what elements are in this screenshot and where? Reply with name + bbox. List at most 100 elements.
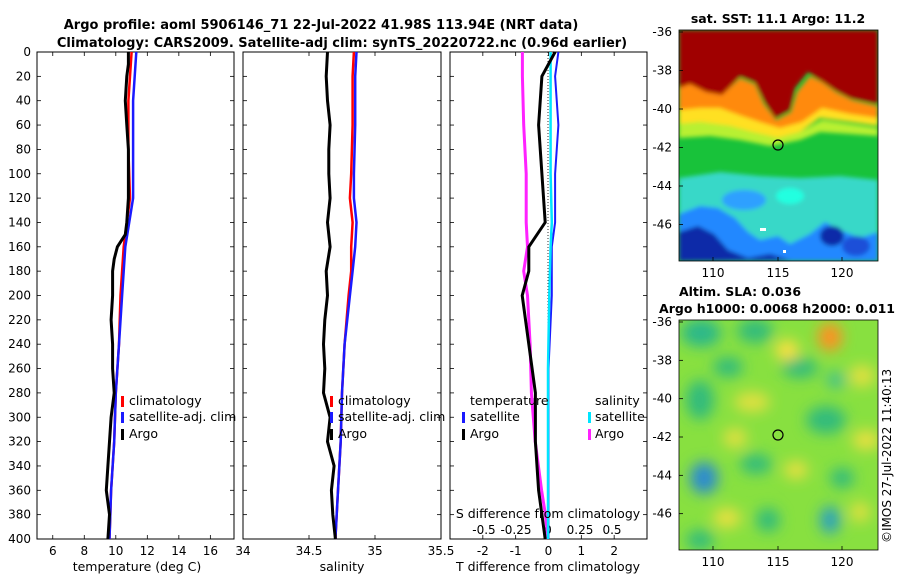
sla-lat-axis: -36 -38 -40 -42 -44 -46 <box>652 315 683 521</box>
depth-tick-label: 260 <box>8 362 31 376</box>
salinity-x-tick-label: 35.5 <box>428 544 455 558</box>
s-diff-satellite-line <box>546 52 554 539</box>
depth-tick-label: 120 <box>8 191 31 205</box>
depth-tick-label: 140 <box>8 215 31 229</box>
map-lat-tick-label: -44 <box>652 179 672 193</box>
t-difference-x-tick-label: 0 <box>545 544 553 558</box>
temperature-x-tick-label: 14 <box>171 544 186 558</box>
temperature-x-tick-label: 8 <box>80 544 88 558</box>
depth-tick-label: 320 <box>8 435 31 449</box>
legend-satellite-swatch <box>121 412 124 423</box>
depth-tick-label: 300 <box>8 410 31 424</box>
sla-map-title: Altim. SLA: 0.036 <box>679 284 801 299</box>
temperature-x-tick-label: 16 <box>203 544 218 558</box>
depth-tick-label: 220 <box>8 313 31 327</box>
map-lon-tick-label: 115 <box>767 555 790 569</box>
salinity-x-axis: 34 34.5 35 35.5 <box>235 52 454 558</box>
legend-s-argo-label: Argo <box>595 426 624 441</box>
salinity-satellite-line <box>334 51 358 540</box>
temperature-x-tick-label: 6 <box>49 544 57 558</box>
map-lat-tick-label: -36 <box>652 315 672 329</box>
depth-tick-label: 40 <box>16 94 31 108</box>
depth-tick-label: 280 <box>8 386 31 400</box>
sst-lon-axis: 110 115 120 <box>702 257 854 280</box>
t-difference-x-tick-label: -2 <box>477 544 489 558</box>
salinity-x-tick-label: 34 <box>235 544 250 558</box>
map-lon-tick-label: 120 <box>831 555 854 569</box>
t-diff-argo-line <box>520 51 557 540</box>
salinity-xlabel: salinity <box>320 559 365 574</box>
sst-map-title: sat. SST: 11.1 Argo: 11.2 <box>691 11 865 26</box>
legend-climatology-swatch <box>330 396 333 407</box>
sla-map-image <box>679 320 878 550</box>
sla-map-frame <box>678 319 879 551</box>
sla-argo-location-marker <box>772 429 784 441</box>
legend-climatology-swatch <box>121 396 124 407</box>
depth-tick-label: 400 <box>8 532 31 546</box>
legend-t-argo-swatch <box>462 429 465 440</box>
legend-argo-label: Argo <box>129 426 158 441</box>
s-difference-x-tick-label: 0.5 <box>602 523 621 537</box>
temperature-profiles <box>104 51 138 540</box>
legend-s-argo-swatch <box>588 429 591 440</box>
depth-tick-label: 80 <box>16 142 31 156</box>
depth-tick-label: 60 <box>16 118 31 132</box>
legend-climatology-label: climatology <box>129 393 202 408</box>
map-lat-tick-label: -42 <box>652 141 672 155</box>
t-difference-x-tick-label: 2 <box>610 544 618 558</box>
map-lon-tick-label: 110 <box>702 555 725 569</box>
legend-satellite-label: satellite-adj. clim <box>338 409 445 424</box>
depth-tick-label: 200 <box>8 289 31 303</box>
legend-argo-label: Argo <box>338 426 367 441</box>
depth-tick-label: 240 <box>8 337 31 351</box>
temperature-xlabel: temperature (deg C) <box>73 559 202 574</box>
legend-satellite-swatch <box>330 412 333 423</box>
temperature-satellite-line <box>108 51 138 540</box>
salinity-profiles <box>321 51 358 540</box>
map-lon-tick-label: 120 <box>831 266 854 280</box>
sst-lat-axis: -36 -38 -40 -42 -44 -46 <box>652 25 683 232</box>
temperature-x-axis: 6 8 10 12 14 16 <box>49 52 218 558</box>
s-difference-x-tick-label: -0.25 <box>500 523 531 537</box>
legend-salinity-title: salinity <box>595 393 640 408</box>
figure-title-line2: Climatology: CARS2009. Satellite-adj cli… <box>57 36 627 51</box>
legend-s-satellite-swatch <box>588 412 591 423</box>
temperature-x-tick-label: 10 <box>108 544 123 558</box>
s-difference-x-tick-label: 0.25 <box>567 523 594 537</box>
sla-map-subtitle: Argo h1000: 0.0068 h2000: 0.011 <box>659 301 895 316</box>
t-difference-x-tick-label: 1 <box>578 544 586 558</box>
depth-tick-label: 360 <box>8 483 31 497</box>
difference-legend: temperature satellite Argo salinity sate… <box>462 393 645 441</box>
t-difference-x-tick-label: -1 <box>510 544 522 558</box>
sst-argo-location-marker <box>772 139 784 151</box>
t-difference-xlabel: T difference from climatology <box>455 559 641 574</box>
temperature-legend: climatology satellite-adj. clim Argo <box>121 393 236 441</box>
s-difference-xlabel: S difference from climatology <box>456 506 641 521</box>
legend-argo-swatch <box>330 429 333 440</box>
legend-satellite-label: satellite-adj. clim <box>129 409 236 424</box>
map-lat-tick-label: -40 <box>652 102 672 116</box>
legend-t-satellite-label: satellite <box>470 409 520 424</box>
map-lat-tick-label: -38 <box>652 64 672 78</box>
salinity-panel-frame <box>242 51 442 540</box>
s-difference-x-tick-label: -0.5 <box>472 523 495 537</box>
sst-map-image <box>679 30 878 261</box>
figure-title-line1: Argo profile: aoml 5906146_71 22-Jul-202… <box>64 18 579 33</box>
map-lon-tick-label: 110 <box>702 266 725 280</box>
salinity-argo-line <box>321 51 337 540</box>
depth-tick-label: 20 <box>16 69 31 83</box>
temperature-argo-line <box>104 52 130 540</box>
temperature-x-tick-label: 12 <box>140 544 155 558</box>
depth-tick-label: 340 <box>8 459 31 473</box>
sst-map-frame <box>678 29 879 262</box>
difference-profiles <box>520 51 560 540</box>
depth-tick-label: 180 <box>8 264 31 278</box>
sla-lon-axis: 110 115 120 <box>702 546 854 569</box>
map-lon-tick-label: 115 <box>767 266 790 280</box>
legend-temperature-title: temperature <box>470 393 549 408</box>
map-lat-tick-label: -40 <box>652 392 672 406</box>
salinity-x-tick-label: 34.5 <box>296 544 323 558</box>
t-difference-x-axis: -2 -1 0 1 2 <box>477 52 618 558</box>
legend-argo-swatch <box>121 429 124 440</box>
